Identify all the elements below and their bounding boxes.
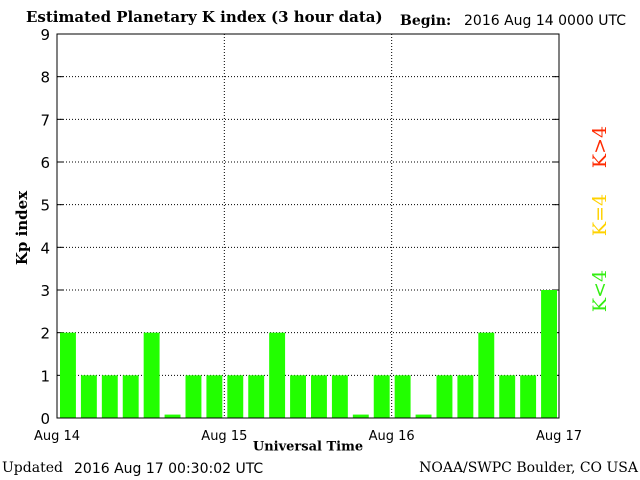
updated-label: Updated [2,460,63,476]
kp-bar [373,375,390,418]
begin-label: Begin: [400,13,452,29]
y-tick-label: 7 [40,111,50,129]
y-tick-label: 9 [40,26,50,44]
x-axis-label: Universal Time [252,439,364,455]
kp-bar [227,375,244,418]
kp-bar [60,332,76,418]
kp-bar [499,375,516,418]
x-tick-label: Aug 14 [34,429,80,444]
kp-bar [101,375,118,418]
credit-text: NOAA/SWPC Boulder, CO USA [419,460,638,476]
kp-bar [290,375,306,418]
y-tick-label: 4 [40,239,50,257]
x-tick-label: Aug 17 [536,429,582,444]
x-tick-label: Aug 15 [201,429,247,444]
kp-bar [206,375,223,418]
kp-bar [436,375,453,418]
kp-bar [352,414,369,418]
kp-bar [331,375,348,418]
kp-bar [478,332,495,418]
begin-value: 2016 Aug 14 0000 UTC [464,13,626,29]
y-tick-label: 8 [40,69,50,87]
updated-timestamp: 2016 Aug 17 00:30:02 UTC [74,461,264,477]
chart-title: Estimated Planetary K index (3 hour data… [26,8,383,26]
plot-frame [56,33,560,419]
kp-bar [311,375,327,418]
y-tick-label: 2 [40,325,50,343]
kp-bar [164,414,181,418]
kp-bar [248,375,265,418]
y-tick-label: 3 [40,282,50,300]
x-tick-label: Aug 16 [369,429,415,444]
kp-bar [457,375,474,418]
kp-bar [143,332,160,418]
kp-bar [185,375,202,418]
kp-bar [520,375,537,418]
y-tick-label: 0 [40,410,50,428]
kp-bar [415,414,432,418]
kp-bar [269,332,286,418]
y-tick-label: 6 [40,154,50,172]
kp-bar [122,375,139,418]
kp-bar [80,375,97,418]
kp-bar [394,375,411,418]
y-tick-label: 1 [40,367,50,385]
y-tick-label: 5 [40,197,50,215]
kp-bar [541,290,557,418]
